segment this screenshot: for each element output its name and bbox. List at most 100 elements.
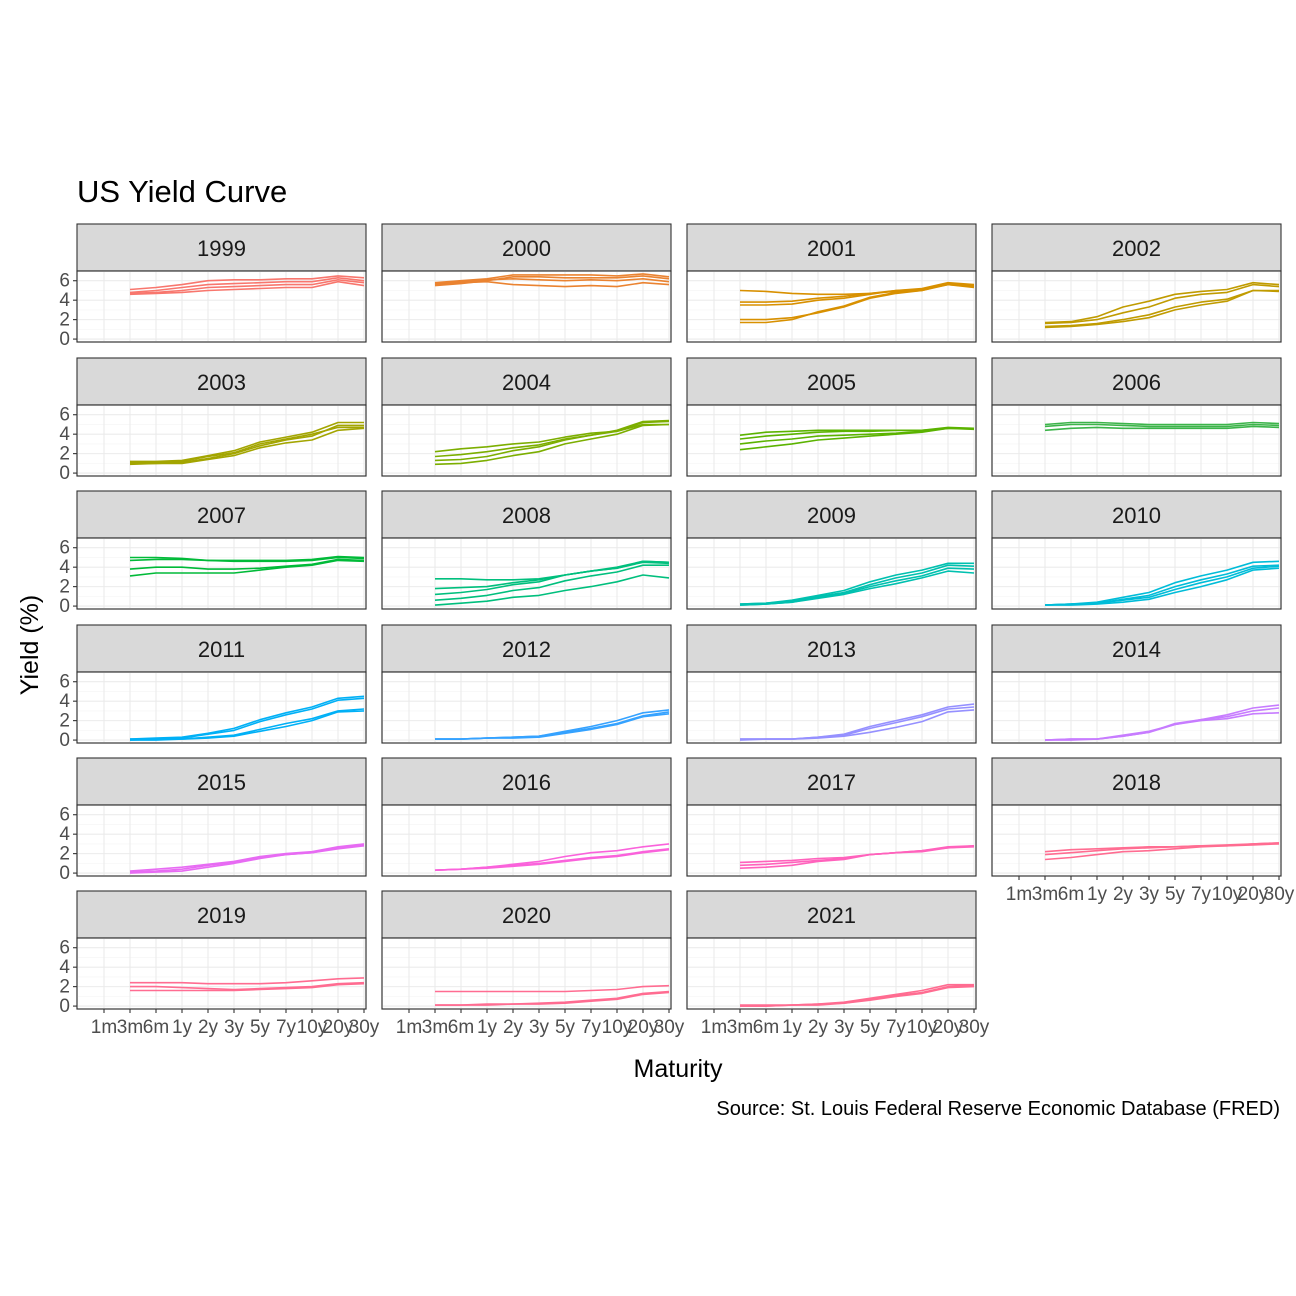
x-tick-label: 3m	[727, 1017, 753, 1038]
facet-strip	[686, 223, 977, 272]
yield-curve-line-2003-3	[130, 426, 364, 464]
facet-panel	[686, 671, 977, 744]
facet-panel	[686, 804, 977, 877]
facet-panel-border	[381, 937, 672, 1010]
facet-panel-border	[686, 937, 977, 1010]
facet-strip	[76, 757, 367, 806]
facet-panel	[991, 270, 1282, 343]
yield-curve-line-2020-3	[435, 991, 670, 1006]
x-tick-label: 10y	[907, 1017, 938, 1038]
facet-strip-label: 2001	[807, 236, 856, 261]
yield-curve-line-2003-1	[130, 421, 364, 463]
x-axis-title: Maturity	[634, 1055, 723, 1083]
facet-panel	[686, 937, 977, 1010]
y-tick-label: 0	[59, 996, 70, 1017]
facet-panel	[381, 937, 672, 1010]
y-tick-label: 6	[59, 405, 70, 426]
facet-panel	[686, 270, 977, 343]
facet-2016: 2016	[381, 757, 672, 877]
x-tick-label: 1y	[477, 1017, 498, 1038]
facet-panel-border	[686, 270, 977, 343]
yield-curve-line-2010-4	[1045, 567, 1280, 606]
facet-strip-label: 2019	[197, 903, 246, 928]
facet-strip-label: 2004	[502, 370, 551, 395]
x-tick-label: 20y	[628, 1017, 659, 1038]
yield-curve-line-2020-1	[435, 984, 670, 993]
facet-panel-border	[991, 804, 1282, 877]
x-tick-label: 2y	[198, 1017, 219, 1038]
yield-curve-line-2001-2	[740, 281, 975, 306]
facet-panel	[76, 937, 367, 1010]
yield-curve-line-2000-4	[434, 278, 670, 285]
yield-curve-line-2000-2	[434, 273, 670, 284]
x-tick-label: 5y	[555, 1017, 576, 1038]
yield-curve-line-2008-3	[434, 561, 670, 596]
facet-panel-border	[686, 404, 977, 477]
yield-curve-line-2014-3	[1045, 712, 1280, 741]
facet-panel-border	[76, 537, 367, 610]
facet-strip	[991, 223, 1282, 272]
facet-strip	[381, 490, 672, 539]
yield-curve-line-1999-3	[129, 275, 365, 291]
y-tick-label: 2	[59, 310, 70, 331]
facet-panel	[991, 804, 1282, 877]
x-tick-label: 30y	[654, 1017, 685, 1038]
facet-strip	[76, 357, 367, 406]
yield-curve-line-2007-1	[130, 556, 365, 563]
facet-strip-label: 2020	[502, 903, 551, 928]
x-tick-label: 1y	[172, 1017, 193, 1038]
facet-strip	[76, 624, 367, 673]
facet-panel-border	[76, 937, 367, 1010]
facet-panel-border	[991, 270, 1282, 343]
facet-2010: 2010	[991, 490, 1282, 610]
y-tick-label: 2	[59, 444, 70, 465]
x-tick-label: 2y	[503, 1017, 524, 1038]
facet-strip	[76, 890, 367, 939]
facet-strip	[381, 357, 672, 406]
facet-panel	[381, 404, 672, 477]
yield-curve-line-2008-5	[434, 574, 670, 606]
yield-curve-line-1999-4	[129, 279, 365, 295]
facet-2002: 2002	[991, 223, 1282, 343]
x-tick-label: 5y	[860, 1017, 881, 1038]
x-tick-label: 1m	[91, 1017, 117, 1038]
y-tick-label: 4	[59, 424, 70, 445]
yield-curve-line-2007-2	[129, 555, 365, 562]
yield-curve-line-1999-1	[129, 280, 365, 296]
y-tick-label: 6	[59, 271, 70, 292]
x-tick-label: 20y	[1238, 884, 1269, 905]
y-tick-label: 4	[59, 290, 70, 311]
y-tick-label: 6	[59, 805, 70, 826]
facet-2014: 2014	[991, 624, 1282, 744]
yield-curve-line-2021-3	[740, 985, 975, 1007]
facet-strip	[686, 624, 977, 673]
facet-panel-border	[381, 804, 672, 877]
facet-strip	[381, 624, 672, 673]
yield-curve-line-2010-3	[1044, 565, 1280, 606]
facet-strip-label: 2012	[502, 637, 551, 662]
y-tick-label: 6	[59, 672, 70, 693]
facet-2000: 2000	[381, 223, 672, 343]
x-tick-label: 30y	[1264, 884, 1295, 905]
x-tick-label: 7y	[276, 1017, 297, 1038]
facet-strip-label: 2005	[807, 370, 856, 395]
facet-panel	[686, 404, 977, 477]
yield-curve-line-2019-3	[130, 982, 365, 992]
x-tick-label: 3m	[117, 1017, 143, 1038]
facet-2001: 2001	[686, 223, 977, 343]
x-tick-label: 6m	[1058, 884, 1084, 905]
facet-strip	[381, 757, 672, 806]
facet-panel-border	[991, 671, 1282, 744]
yield-curve-line-2011-1	[129, 695, 365, 740]
yield-curve-line-1999-2	[129, 277, 365, 294]
y-tick-label: 0	[59, 596, 70, 617]
y-tick-label: 4	[59, 557, 70, 578]
yield-curve-line-2005-4	[739, 427, 975, 436]
facet-2017: 2017	[686, 757, 977, 877]
facet-strip-label: 2003	[197, 370, 246, 395]
yield-curve-line-2013-3	[739, 709, 975, 741]
x-tick-label: 1y	[782, 1017, 803, 1038]
